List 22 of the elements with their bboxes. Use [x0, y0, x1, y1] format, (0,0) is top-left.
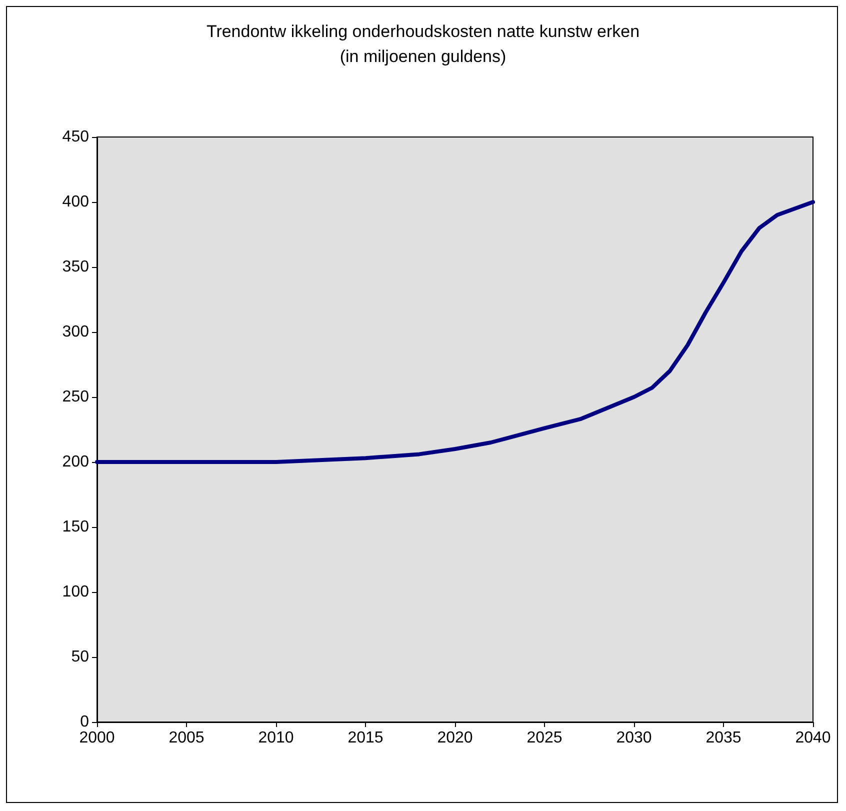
x-tick-label: 2015: [348, 730, 384, 746]
chart-subtitle: (in miljoenen guldens): [340, 47, 506, 66]
x-tick-label: 2000: [79, 730, 115, 746]
line-series: [95, 200, 815, 464]
chart-title: Trendontw ikkeling onderhoudskosten natte kunstw erken: [206, 22, 640, 41]
y-tick-label: 200: [62, 454, 90, 470]
x-tick-label: 2020: [437, 730, 473, 746]
y-tick-label: 450: [62, 128, 90, 146]
y-tick-label: 350: [62, 258, 90, 276]
y-tick-label: 0: [80, 714, 90, 730]
x-tick-label: 2025: [526, 730, 562, 746]
y-tick-label: 300: [62, 324, 90, 340]
x-tick-label: 2010: [258, 730, 294, 746]
y-tick-label: 150: [62, 518, 90, 536]
y-tick-label: 250: [62, 388, 90, 406]
y-tick-label: 100: [62, 584, 90, 600]
y-tick-label: 400: [62, 194, 90, 210]
y-tick-label: 50: [71, 648, 90, 666]
x-tick-label: 2040: [795, 730, 831, 746]
x-tick-label: 2030: [616, 730, 652, 746]
x-tick-label: 2035: [706, 730, 742, 746]
x-tick-label: 2005: [168, 730, 204, 746]
